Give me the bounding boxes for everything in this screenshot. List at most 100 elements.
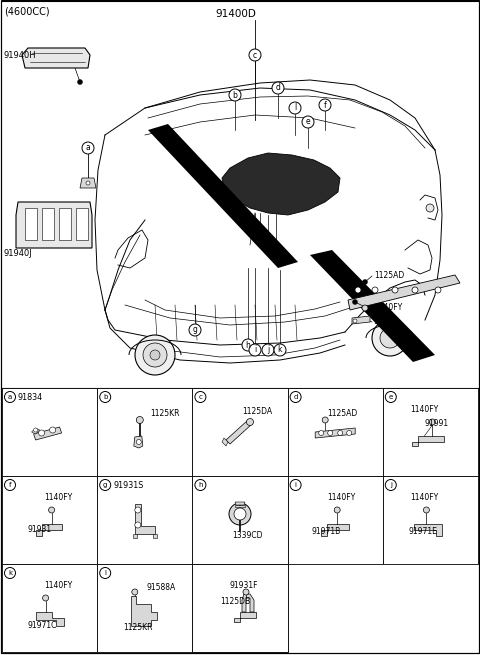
Circle shape [132, 589, 138, 595]
Polygon shape [42, 208, 54, 240]
Circle shape [4, 392, 15, 403]
Circle shape [353, 319, 357, 323]
Bar [383, 476, 478, 564]
Bar [288, 388, 383, 476]
Circle shape [302, 116, 314, 128]
Circle shape [100, 392, 111, 403]
Bar [383, 388, 478, 476]
Bar [97, 476, 192, 564]
Circle shape [362, 280, 368, 284]
Text: f: f [324, 100, 326, 109]
Text: c: c [198, 394, 203, 400]
Text: c: c [253, 50, 257, 60]
Polygon shape [59, 208, 71, 240]
Text: i: i [295, 482, 297, 488]
Circle shape [38, 430, 45, 436]
Circle shape [385, 479, 396, 491]
Text: 1140FY: 1140FY [45, 582, 73, 591]
Polygon shape [310, 250, 435, 362]
Circle shape [77, 79, 83, 84]
Circle shape [380, 328, 400, 348]
Text: 91993: 91993 [374, 316, 398, 326]
Polygon shape [34, 427, 61, 440]
Circle shape [243, 589, 249, 595]
Bar [192, 388, 288, 476]
Circle shape [412, 287, 418, 293]
Polygon shape [412, 436, 444, 446]
Text: 91400D: 91400D [215, 9, 256, 19]
Bar [192, 476, 288, 564]
Circle shape [338, 430, 343, 436]
Text: 91971B: 91971B [311, 527, 340, 536]
Polygon shape [222, 438, 228, 446]
Circle shape [136, 440, 141, 445]
Bar [2, 564, 97, 652]
Polygon shape [133, 534, 137, 538]
Bar [288, 476, 383, 564]
Text: i: i [254, 345, 256, 354]
Circle shape [385, 392, 396, 403]
Circle shape [392, 287, 398, 293]
Circle shape [247, 419, 253, 426]
Bar [97, 564, 192, 652]
Circle shape [229, 503, 251, 525]
Text: h: h [198, 482, 203, 488]
Circle shape [48, 507, 55, 513]
Circle shape [362, 305, 368, 311]
Circle shape [135, 507, 141, 513]
Circle shape [135, 335, 175, 375]
Text: e: e [306, 117, 310, 126]
Text: 1140FY: 1140FY [410, 493, 439, 502]
Polygon shape [234, 612, 256, 622]
Circle shape [195, 479, 206, 491]
Circle shape [229, 89, 241, 101]
Polygon shape [134, 436, 143, 448]
Polygon shape [32, 428, 39, 434]
Polygon shape [36, 612, 63, 626]
Circle shape [82, 142, 94, 154]
Text: 1339CD: 1339CD [232, 531, 263, 540]
Polygon shape [242, 594, 254, 612]
Polygon shape [352, 316, 370, 324]
Polygon shape [25, 208, 37, 240]
Polygon shape [80, 178, 96, 188]
Text: 1140FY: 1140FY [374, 303, 402, 312]
Polygon shape [235, 502, 245, 505]
Circle shape [290, 479, 301, 491]
Polygon shape [76, 208, 88, 240]
Circle shape [4, 567, 15, 578]
Circle shape [150, 350, 160, 360]
Text: 91940H: 91940H [4, 50, 36, 60]
Text: 1140FY: 1140FY [327, 493, 356, 502]
Text: 91834: 91834 [18, 392, 43, 402]
Circle shape [423, 507, 430, 513]
Circle shape [290, 392, 301, 403]
Polygon shape [148, 124, 298, 268]
Circle shape [426, 204, 434, 212]
Polygon shape [36, 524, 61, 536]
Text: 1125DB: 1125DB [220, 597, 250, 607]
Text: 91971C: 91971C [28, 622, 57, 631]
Circle shape [136, 417, 144, 424]
Text: 1125KR: 1125KR [123, 624, 152, 633]
Polygon shape [153, 534, 157, 538]
Circle shape [100, 567, 111, 578]
Text: j: j [390, 482, 392, 488]
Text: l: l [104, 570, 106, 576]
Polygon shape [235, 505, 245, 507]
Text: d: d [293, 394, 298, 400]
Bar [2, 476, 97, 564]
Text: f: f [9, 482, 11, 488]
Polygon shape [414, 524, 443, 536]
Polygon shape [321, 524, 349, 536]
Circle shape [289, 102, 301, 114]
Circle shape [430, 419, 435, 425]
Circle shape [372, 320, 408, 356]
Circle shape [49, 427, 56, 433]
Bar [2, 388, 97, 476]
Polygon shape [222, 153, 340, 215]
Text: b: b [103, 394, 108, 400]
Polygon shape [226, 420, 252, 444]
Polygon shape [315, 428, 355, 438]
Text: g: g [192, 326, 197, 335]
